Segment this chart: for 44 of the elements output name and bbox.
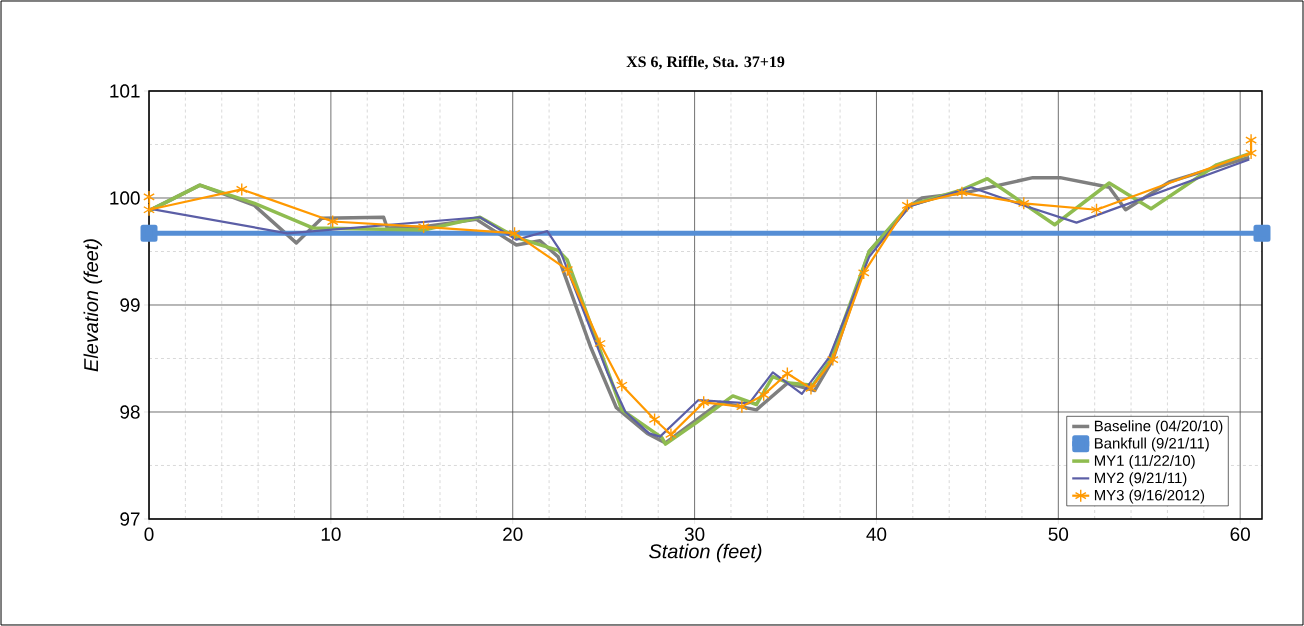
point [417,220,430,234]
legend-label: Bankfull (9/21/11) [1094,437,1209,452]
legend-label: Baseline (04/20/10) [1094,420,1223,435]
y-tick-label: 101 [110,84,140,98]
point [1017,196,1030,211]
point [140,224,158,242]
x-axis-title: Station (feet) [649,543,762,563]
point [235,182,248,197]
x-tick-label: 40 [866,527,887,541]
x-tick-label: 10 [321,527,341,541]
point [956,185,968,200]
point [594,336,606,351]
point [805,381,817,396]
point [143,203,155,217]
point [1090,203,1103,217]
point [508,226,521,240]
y-tick-label: 97 [120,512,140,526]
point [326,214,339,229]
point [648,412,661,427]
y-tick-label: 99 [120,298,140,312]
point [757,388,770,402]
legend-label: MY1 (11/22/10) [1094,454,1195,469]
y-tick-label: 100 [110,191,140,205]
x-tick-label: 30 [684,527,705,541]
x-tick-label: 0 [144,527,154,541]
point [857,266,870,280]
point [1253,224,1271,242]
point [615,378,628,392]
point [826,352,839,367]
legend-label: MY3 (9/16/2012) [1094,489,1205,504]
y-axis-title: Elevation (feet) [83,239,103,372]
point [665,427,677,442]
point [735,399,748,414]
point [561,262,574,277]
point [781,366,794,381]
point [143,190,155,204]
chart-title: XS 6, Riffle, Sta. 37+19 [626,55,785,70]
y-tick-label: 98 [120,405,140,419]
point [697,395,710,410]
x-tick-label: 50 [1048,527,1069,541]
point [901,198,914,213]
x-tick-label: 60 [1230,527,1250,541]
x-tick-label: 20 [503,527,523,541]
legend-label: MY2 (9/21/11) [1094,472,1187,487]
